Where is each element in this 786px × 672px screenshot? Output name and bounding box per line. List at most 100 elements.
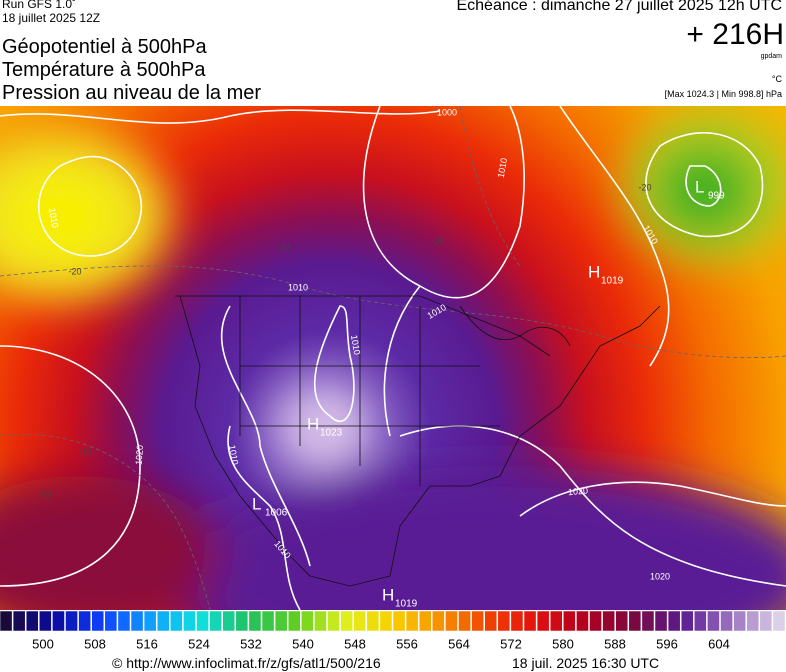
colorbar-swatch	[497, 610, 511, 632]
colorbar-swatch	[65, 610, 78, 632]
pressure-range: [Max 1024.3 | Min 998.8] hPa	[664, 89, 782, 99]
colorbar-swatch	[235, 610, 249, 632]
colorbar-swatch	[707, 610, 720, 632]
colorbar-swatch	[25, 610, 39, 632]
temperature-label: -20	[638, 182, 651, 192]
colorbar-swatch	[143, 610, 157, 632]
colorbar-swatch	[366, 610, 380, 632]
colorbar-swatch	[458, 610, 471, 632]
coastlines	[175, 295, 661, 587]
temperature-label: -20	[431, 236, 444, 246]
colorbar-swatch	[314, 610, 327, 632]
isobar-label: 1010	[47, 207, 60, 228]
colorbar-swatch	[759, 610, 773, 632]
isobar-label: 1010	[496, 157, 509, 178]
colorbar-swatch	[261, 610, 275, 632]
pressure-center-value: 1019	[601, 276, 624, 287]
title: Pression au niveau de la mer	[2, 82, 262, 104]
pressure-center-value: 999	[708, 191, 725, 202]
pressure-center-letter: H	[588, 262, 600, 281]
isobar-label: 1010	[349, 334, 362, 355]
temperature-label: -20	[68, 266, 81, 276]
colorbar-swatch	[183, 610, 196, 632]
colorbar-swatch	[222, 610, 236, 632]
pressure-center-value: 1006	[265, 508, 288, 519]
colorbar-tick-label: 532	[240, 636, 262, 651]
isobar-label: 1020	[568, 486, 589, 498]
colorbar-swatch	[628, 610, 642, 632]
colorbar: 500 508 516 524 532 540 548 556 564 572 580 588 596 6…	[0, 610, 786, 651]
valid-time: Echéance : dimanche 27 juillet 2025 12h …	[456, 0, 782, 14]
colorbar-swatch	[130, 610, 144, 632]
colorbar-swatch	[39, 610, 52, 632]
colorbar-tick-label: 564	[448, 636, 470, 651]
colorbar-tick-label: 500	[32, 636, 54, 651]
colorbar-tick-label: 516	[136, 636, 158, 651]
colorbar-swatch	[720, 610, 733, 632]
colorbar-swatch	[52, 610, 65, 632]
colorbar-swatch	[418, 610, 432, 632]
colorbar-tick-label: 556	[396, 636, 418, 651]
colorbar-swatch	[117, 610, 131, 632]
pressure-center-value: 1023	[320, 428, 343, 439]
colorbar-swatch	[327, 610, 340, 632]
temperature-label: -10	[38, 489, 51, 499]
colorbar-swatch	[274, 610, 288, 632]
pressure-center-letter: L	[695, 177, 704, 196]
colorbar-swatch	[156, 610, 170, 632]
unit-geopotential: gpdam	[760, 53, 782, 60]
colorbar-swatch	[301, 610, 314, 632]
colorbar-swatch	[209, 610, 222, 632]
colorbar-tick-label: 508	[84, 636, 106, 651]
pressure-center-letter: H	[307, 414, 319, 433]
colorbar-swatch	[680, 610, 694, 632]
colorbar-swatch	[563, 610, 576, 632]
colorbar-swatch	[340, 610, 353, 632]
colorbar-swatch	[667, 610, 681, 632]
colorbar-swatch	[471, 610, 484, 632]
run-label: Run GFS 1.0˚	[2, 0, 77, 11]
colorbar-swatch	[353, 610, 367, 632]
colorbar-swatch	[615, 610, 629, 632]
footer-generated: 18 juil. 2025 16:30 UTC	[512, 655, 660, 671]
colorbar-tick-label: 548	[344, 636, 366, 651]
colorbar-swatch	[536, 610, 550, 632]
colorbar-tick-label: 588	[604, 636, 626, 651]
colorbar-swatch	[248, 610, 262, 632]
geopotential-lines	[0, 106, 786, 610]
colorbar-swatch	[405, 610, 419, 632]
map: 1000101010101010101010101010101010201020…	[0, 106, 786, 610]
title: Température à 500hPa	[2, 59, 206, 81]
colorbar-swatch	[576, 610, 589, 632]
colorbar-swatch	[694, 610, 707, 632]
colorbar-swatch	[104, 610, 118, 632]
colorbar-swatch	[772, 610, 786, 632]
pressure-center-letter: H	[382, 585, 394, 604]
pressure-center-letter: L	[252, 494, 261, 513]
colorbar-swatch	[379, 610, 393, 632]
colorbar-swatch	[523, 610, 537, 632]
colorbar-swatch	[91, 610, 105, 632]
footer-source: © http://www.infoclimat.fr/z/gfs/atl1/50…	[112, 655, 381, 671]
colorbar-swatch	[287, 610, 301, 632]
isobar-label: 1020	[134, 445, 146, 466]
colorbar-swatch	[12, 610, 26, 632]
colorbar-swatch	[170, 610, 183, 632]
colorbar-swatch	[589, 610, 602, 632]
lead-time: + 216H	[686, 18, 784, 51]
colorbar-tick-label: 572	[500, 636, 522, 651]
colorbar-swatch	[549, 610, 563, 632]
field-shading	[0, 111, 786, 610]
colorbar-tick-label: 604	[708, 636, 730, 651]
colorbar-tick-label: 580	[552, 636, 574, 651]
colorbar-swatch	[196, 610, 209, 632]
temperature-label: -20	[276, 242, 289, 252]
colorbar-tick-label: 540	[292, 636, 314, 651]
title: Géopotentiel à 500hPa	[2, 36, 207, 58]
colorbar-swatch	[484, 610, 498, 632]
pressure-center-value: 1019	[395, 599, 418, 610]
colorbar-swatch	[654, 610, 668, 632]
run-date: 18 juillet 2025 12Z	[2, 11, 101, 25]
colorbar-swatch	[432, 610, 445, 632]
